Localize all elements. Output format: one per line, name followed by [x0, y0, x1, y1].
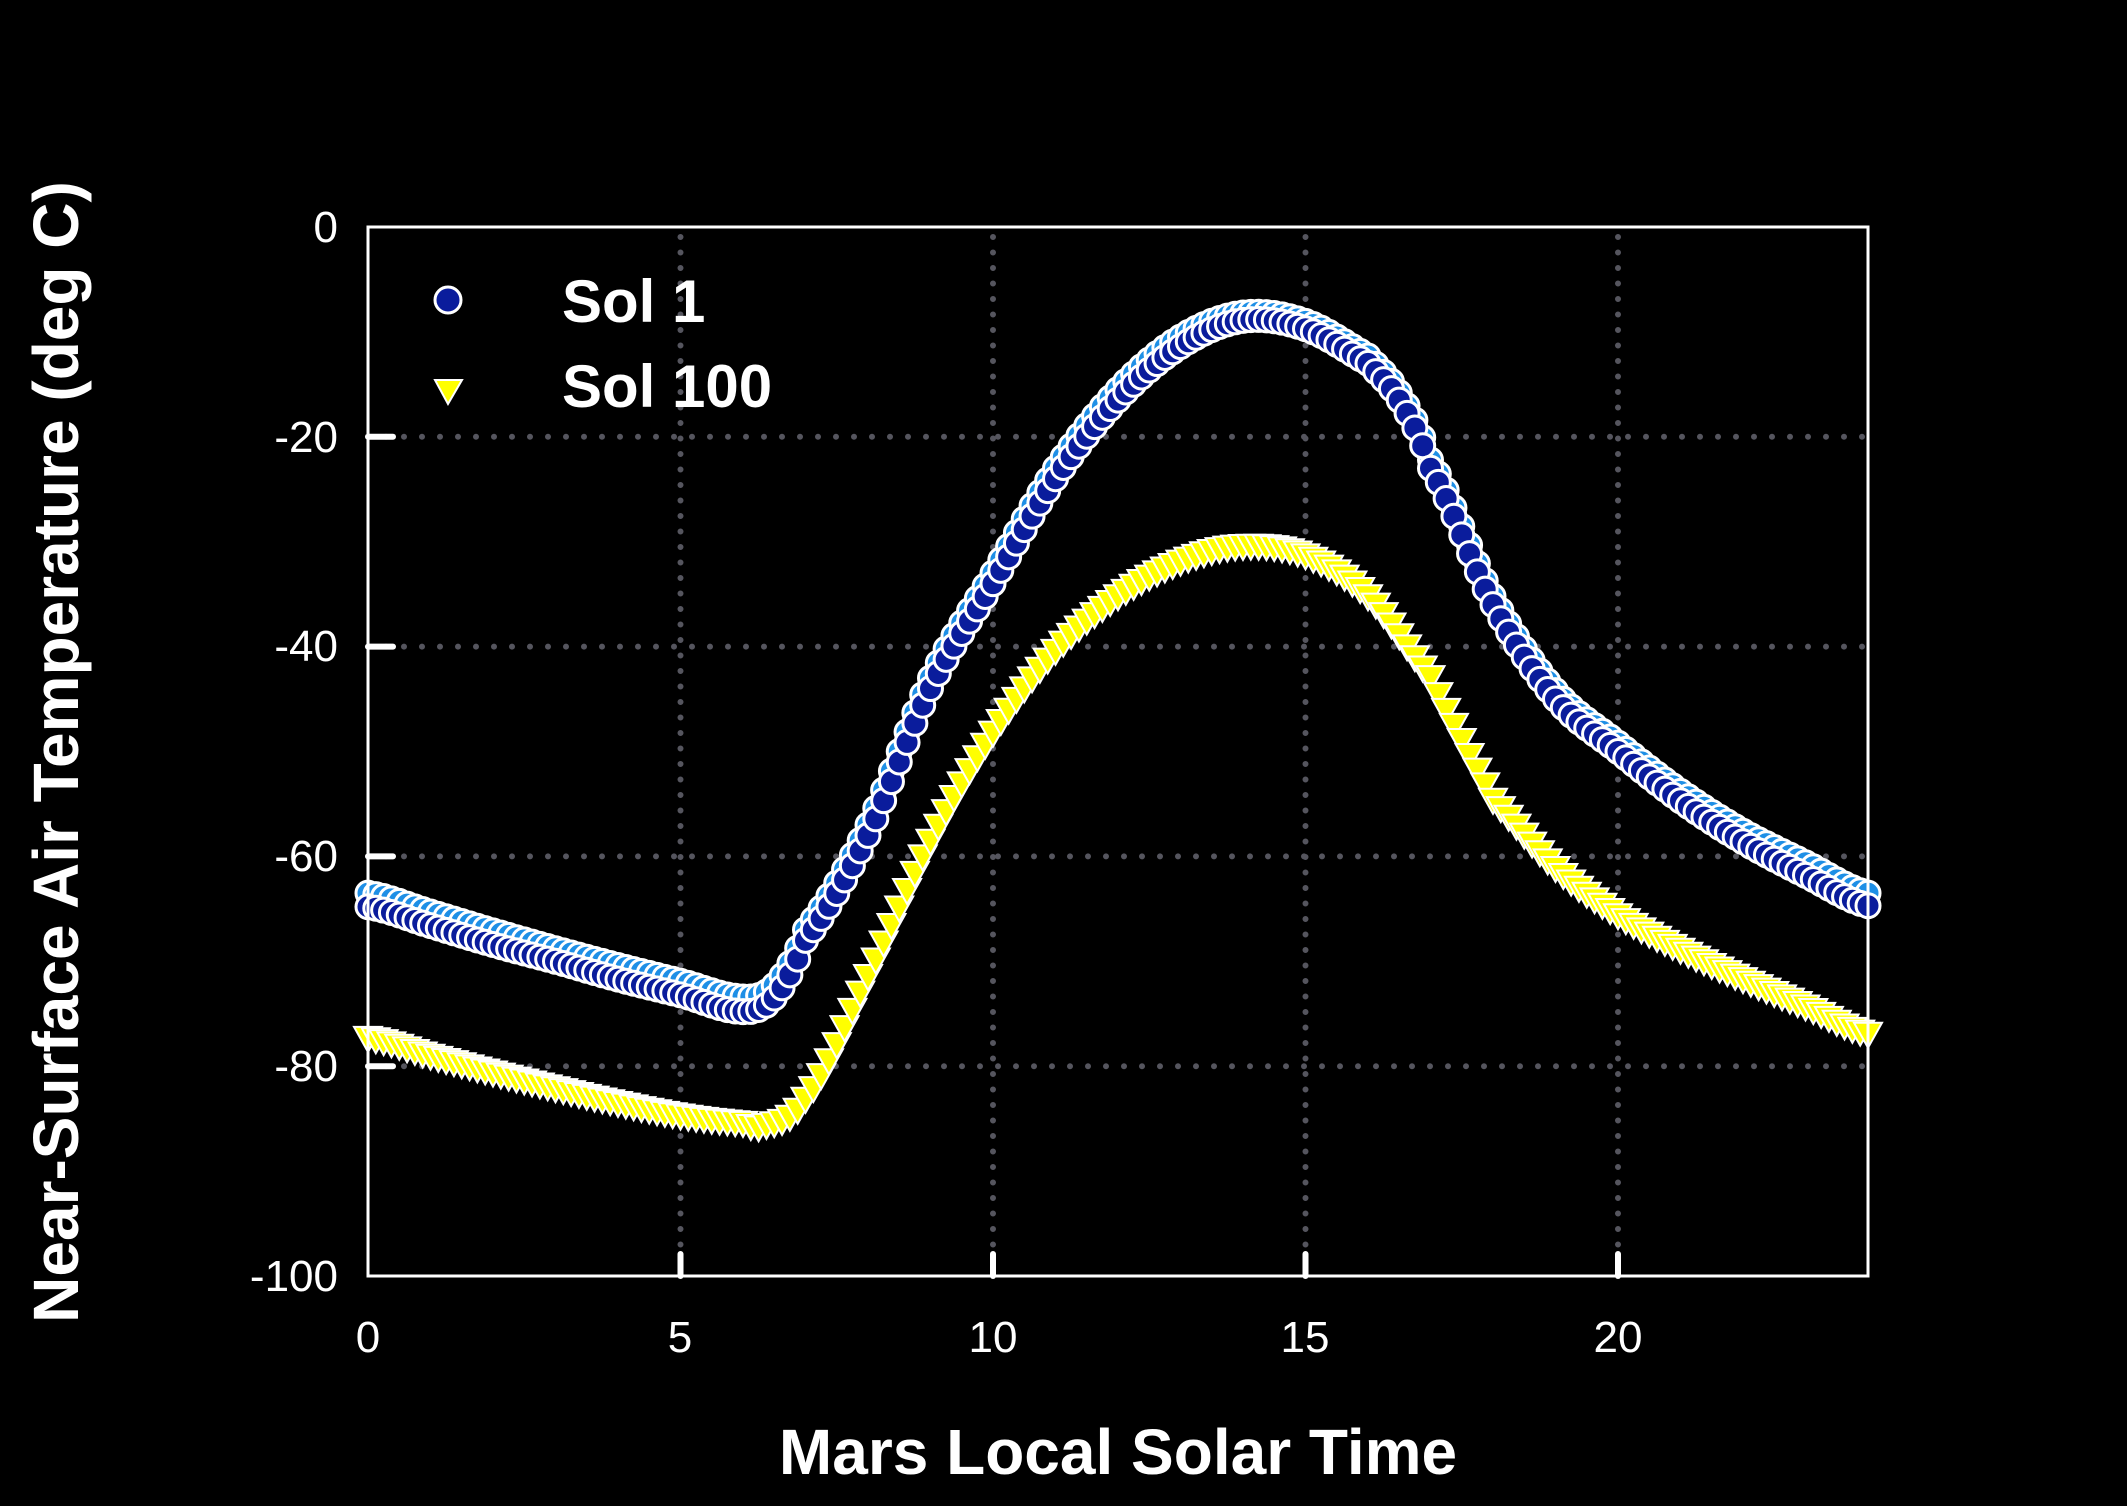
- data-point: [1453, 742, 1486, 772]
- data-point: [1461, 757, 1494, 786]
- series-sol-1: [354, 305, 1882, 1026]
- y-tick-labels: 0 -20 -40 -60 -80 -100: [250, 203, 338, 1301]
- plot-frame: [366, 225, 1870, 1278]
- data-point: [1414, 665, 1447, 694]
- x-tick-labels: 0 5 10 15 20: [356, 1313, 1643, 1362]
- legend: Sol 1 Sol 100: [433, 268, 772, 420]
- x-tick-label: 20: [1594, 1313, 1643, 1362]
- legend-label-sol-100: Sol 100: [562, 353, 772, 420]
- legend-marker-sol-100: [433, 379, 464, 407]
- series-sol-100: [352, 533, 1884, 1144]
- legend-label-sol-1: Sol 1: [562, 268, 705, 335]
- data-point: [1422, 682, 1455, 711]
- y-tick-label: 0: [314, 203, 338, 252]
- y-tick-label: -20: [274, 413, 338, 462]
- x-tick-label: 0: [356, 1313, 380, 1362]
- data-point: [1409, 432, 1437, 460]
- x-tick-label: 5: [668, 1313, 692, 1362]
- x-axis-title: Mars Local Solar Time: [779, 1416, 1457, 1488]
- y-tick-label: -60: [274, 832, 338, 881]
- y-tick-label: -40: [274, 622, 338, 671]
- data-point: [1438, 712, 1470, 741]
- data-point: [1446, 728, 1478, 757]
- y-tick-label: -100: [250, 1252, 338, 1301]
- legend-marker-sol-1: [433, 285, 463, 315]
- data-point: [1430, 697, 1462, 726]
- data-markers: [352, 298, 1884, 1144]
- x-tick-label: 10: [969, 1313, 1018, 1362]
- y-tick-label: -80: [274, 1042, 338, 1091]
- y-axis-title: Near-Surface Air Temperature (deg C): [20, 181, 92, 1323]
- x-tick-label: 15: [1281, 1313, 1330, 1362]
- data-point: [1469, 772, 1501, 801]
- axis-ticks: [365, 433, 1621, 1279]
